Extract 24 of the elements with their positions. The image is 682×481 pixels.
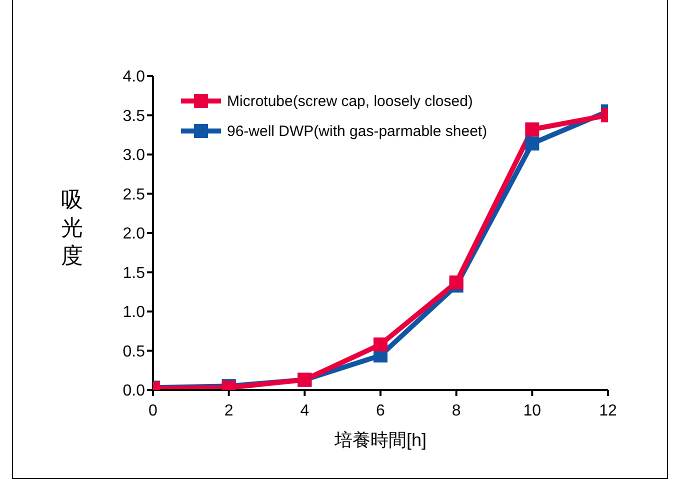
y-axis-title: 吸光度 xyxy=(60,186,84,270)
x-tick-label: 8 xyxy=(452,402,461,420)
x-tick-label: 12 xyxy=(599,402,617,420)
y-tick-label: 1.0 xyxy=(122,304,146,322)
y-tick-label: 4.0 xyxy=(122,68,146,86)
x-tick-label: 6 xyxy=(376,402,386,420)
point xyxy=(525,122,540,136)
x-axis-title: 培養時間[h] xyxy=(333,430,427,450)
y-tick-label: 2.0 xyxy=(122,226,146,243)
legend-label: 96-well DWP(with gas-parmable sheet) xyxy=(227,122,488,140)
y-tick-label: 2.5 xyxy=(122,186,146,204)
y-tick-label: 0.5 xyxy=(122,343,146,360)
point xyxy=(449,275,464,290)
x-tick-label: 0 xyxy=(148,402,158,420)
y-tick-label: 3.0 xyxy=(122,147,146,164)
x-tick-label: 2 xyxy=(224,402,234,420)
y-tick-label: 0.0 xyxy=(122,382,146,400)
y-tick-label: 1.5 xyxy=(122,264,146,282)
legend-label: Microtube(screw cap, loosely closed) xyxy=(227,92,473,110)
point xyxy=(525,136,540,151)
x-tick-label: 10 xyxy=(523,402,542,420)
x-tick-label: 4 xyxy=(300,402,310,420)
point xyxy=(374,337,388,352)
y-tick-label: 3.5 xyxy=(122,108,146,125)
